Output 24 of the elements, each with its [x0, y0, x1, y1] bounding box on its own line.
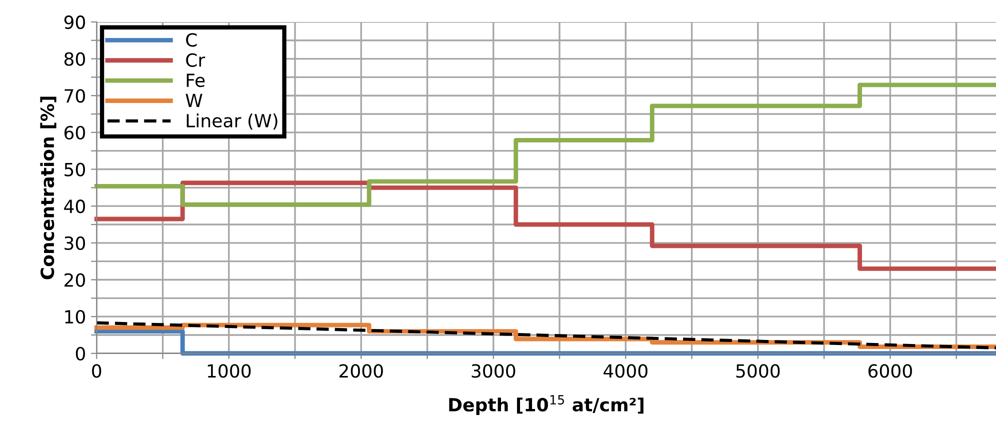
x-tick-label: 2000 [339, 364, 383, 378]
y-tick-label: 50 [64, 162, 85, 176]
legend-label: C [186, 33, 197, 47]
legend-label: Cr [186, 53, 206, 67]
x-tick-label: 6000 [868, 364, 912, 378]
x-axis-title: Depth [10$^{15}$ at/cm²] [449, 395, 644, 416]
y-tick-label: 10 [65, 310, 85, 324]
x-tick-label: 5000 [736, 364, 780, 378]
x-tick-label: 4000 [604, 364, 648, 378]
x-tick-label: 0 [92, 364, 102, 378]
legend-label: W [186, 94, 202, 108]
y-tick-label: 20 [64, 273, 85, 287]
y-tick-label: 60 [64, 126, 85, 140]
y-tick-label: 70 [64, 89, 85, 103]
y-tick-label: 80 [64, 52, 85, 66]
y-tick-label: 0 [76, 346, 85, 361]
x-tick-label: 3000 [472, 364, 516, 378]
y-tick-label: 40 [64, 200, 85, 214]
y-tick-label: 30 [64, 236, 85, 250]
legend-label: Linear (W) [186, 114, 278, 130]
y-axis-title: Concentration [%] [40, 96, 56, 280]
legend-label: Fe [186, 74, 205, 88]
y-tick-label: 90 [64, 15, 85, 30]
x-tick-label: 1000 [208, 364, 251, 378]
